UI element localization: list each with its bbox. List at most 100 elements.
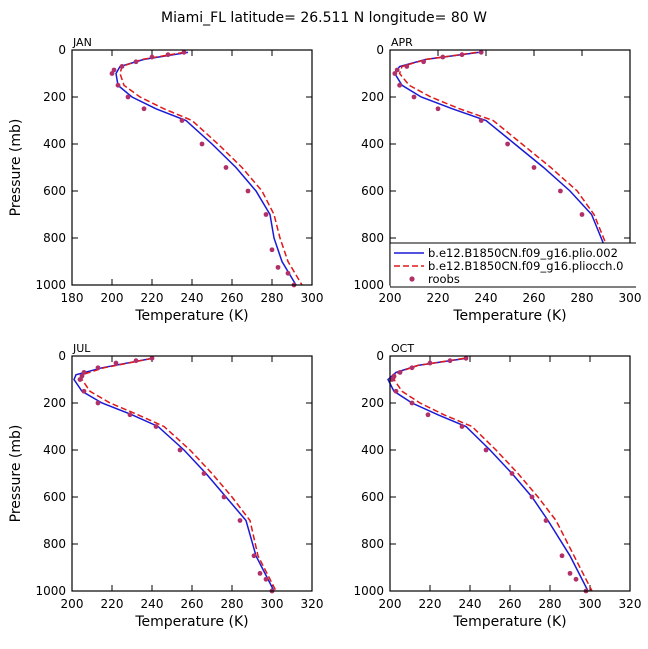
roobs-point [397, 82, 402, 88]
roobs-point [391, 373, 397, 379]
roobs-point [199, 141, 205, 147]
roobs-point [478, 118, 484, 123]
roobs-point [393, 388, 399, 394]
x-tick-label: 200 [101, 291, 124, 305]
panel-jan: JAN 180 200 220 240 260 280 300 0 200 400 600 800 100… [8, 36, 323, 324]
y-tick-label: 600 [43, 490, 66, 504]
x-tick-label: 240 [141, 597, 164, 611]
roobs-point [119, 64, 125, 69]
y-tick-label: 1000 [35, 584, 66, 598]
x-tick-label: 200 [379, 291, 402, 305]
roobs-point [411, 94, 417, 100]
roobs-point [81, 370, 87, 375]
y-axis-label: Pressure (mb) [8, 119, 24, 217]
roobs-point [79, 373, 85, 379]
panel-title: OCT [391, 342, 414, 355]
roobs-point [421, 59, 426, 65]
y-tick-label: 0 [376, 43, 384, 57]
y-tick-label: 200 [43, 90, 66, 104]
roobs-point [478, 49, 484, 55]
roobs-point [394, 67, 400, 73]
series-line-pliocch [81, 357, 277, 592]
roobs-point [389, 377, 395, 382]
roobs-point [223, 165, 229, 170]
roobs-point [133, 59, 139, 65]
x-tick-label: 200 [379, 597, 402, 611]
y-tick-label: 200 [361, 396, 384, 410]
roobs-point [505, 141, 510, 147]
roobs-point [275, 264, 281, 270]
legend-label: roobs [428, 272, 460, 286]
x-tick-label: 300 [301, 291, 324, 305]
roobs-point [269, 247, 275, 253]
roobs-point [181, 49, 187, 55]
roobs-point [127, 412, 133, 418]
y-tick-label: 600 [361, 184, 384, 198]
x-axis-label: Temperature (K) [134, 308, 248, 324]
x-tick-label: 240 [181, 291, 204, 305]
x-tick-label: 300 [579, 597, 602, 611]
series-line-plio [115, 51, 297, 286]
roobs-point [425, 412, 431, 418]
x-tick-label: 260 [221, 291, 244, 305]
x-tick-label: 280 [539, 597, 562, 611]
x-tick-label: 280 [571, 291, 594, 305]
x-tick-label: 320 [301, 597, 324, 611]
roobs-point [109, 71, 115, 76]
roobs-point [427, 360, 433, 366]
y-tick-label: 200 [43, 396, 66, 410]
series-line-plio [73, 357, 275, 592]
roobs-point [404, 64, 410, 69]
roobs-point [125, 94, 131, 100]
legend-label: b.e12.B1850CN.f09_g16.plio.002 [428, 246, 618, 260]
series-line-pliocch [398, 51, 624, 286]
series-line-plio [387, 357, 589, 592]
y-tick-label: 0 [58, 349, 66, 363]
roobs-point [251, 553, 257, 559]
y-tick-label: 400 [43, 137, 66, 151]
plot-frame [71, 355, 313, 592]
roobs-point [531, 165, 537, 170]
y-tick-label: 600 [43, 184, 66, 198]
x-tick-label: 260 [181, 597, 204, 611]
x-tick-label: 300 [261, 597, 284, 611]
roobs-point [165, 52, 171, 58]
x-tick-label: 180 [61, 291, 84, 305]
roobs-point [201, 471, 207, 476]
roobs-point [179, 118, 185, 123]
roobs-point [543, 518, 549, 523]
roobs-point [463, 355, 469, 361]
y-tick-label: 0 [376, 349, 384, 363]
roobs-point [447, 358, 453, 364]
roobs-point [509, 471, 515, 476]
y-tick-label: 600 [361, 490, 384, 504]
roobs-point [409, 365, 415, 371]
roobs-point [221, 494, 227, 500]
x-tick-label: 220 [141, 291, 164, 305]
y-tick-label: 400 [43, 443, 66, 457]
roobs-point [397, 370, 403, 375]
y-tick-label: 0 [58, 43, 66, 57]
roobs-point [133, 358, 139, 364]
roobs-point [559, 553, 565, 559]
roobs-point [579, 212, 585, 217]
y-tick-label: 800 [361, 537, 384, 551]
roobs-point [459, 424, 465, 429]
roobs-point [263, 212, 269, 217]
y-tick-label: 400 [361, 443, 384, 457]
y-tick-label: 400 [361, 137, 384, 151]
legend-body: b.e12.B1850CN.f09_g16.plio.002b.e12.B185… [390, 242, 636, 288]
roobs-point [81, 388, 87, 394]
x-tick-label: 200 [61, 597, 84, 611]
x-tick-label: 240 [475, 291, 498, 305]
roobs-point [177, 447, 183, 453]
roobs-point [149, 355, 155, 361]
x-axis-label: Temperature (K) [452, 308, 566, 324]
roobs-point [237, 518, 243, 523]
panel-apr: APR 200 220 240 260 280 300 0 200 400 600 800 1000 Te… [353, 36, 641, 324]
panels: JAN 180 200 220 240 260 280 300 0 200 400 600 800 100… [8, 36, 641, 630]
x-tick-label: 300 [619, 291, 642, 305]
panel-title: JAN [72, 36, 92, 49]
roobs-point [573, 576, 579, 582]
